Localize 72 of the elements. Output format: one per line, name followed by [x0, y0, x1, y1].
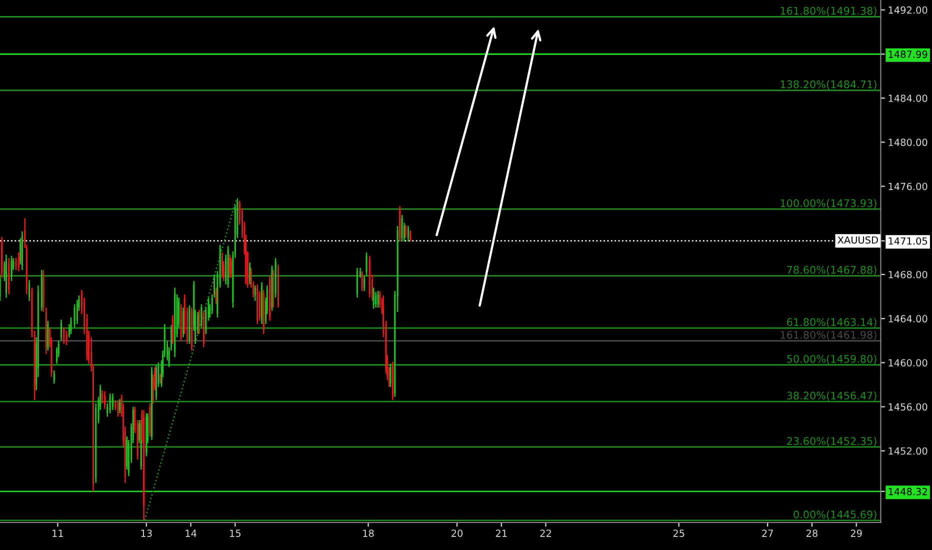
ref-line-label: 23.60%(1452.35)	[787, 436, 876, 446]
candlestick	[258, 290, 260, 322]
y-tick-label: 1492.00	[888, 6, 928, 14]
candlestick	[364, 274, 366, 292]
candlestick	[377, 290, 379, 308]
x-tick-label: 13	[141, 530, 152, 537]
y-tick-label: 1484.00	[888, 94, 928, 102]
y-tick-label: 1471.05	[888, 237, 928, 245]
x-tick-label: 15	[230, 530, 240, 537]
y-tick-label: 1448.32	[888, 488, 927, 496]
candlestick	[368, 255, 370, 298]
candlestick	[104, 390, 106, 410]
ref-line-label: 138.20%(1484.71)	[780, 80, 876, 90]
candlestick	[10, 255, 12, 282]
candlestick	[109, 392, 111, 414]
x-tick-label: 22	[540, 530, 551, 537]
candlestick	[70, 316, 72, 335]
candlestick	[47, 320, 49, 352]
candlestick	[119, 398, 121, 414]
x-tick-label: 20	[452, 530, 463, 537]
candlestick	[262, 289, 264, 335]
candlestick	[401, 214, 403, 242]
y-tick-label: 1464.00	[888, 315, 928, 322]
candlestick	[63, 326, 65, 345]
ref-line-label: 50.00%(1459.80)	[787, 354, 876, 364]
candlestick	[180, 304, 182, 342]
ref-line-label: 78.60%(1467.88)	[787, 266, 876, 276]
candlestick	[200, 304, 202, 328]
x-tick-label: 29	[850, 530, 862, 537]
y-tick-label: 1456.00	[888, 403, 928, 411]
candlestick	[66, 330, 68, 346]
candlestick	[112, 392, 114, 411]
candlestick	[117, 400, 119, 418]
ref-line-label: 38.20%(1456.47)	[787, 392, 876, 401]
candlestick	[74, 304, 76, 328]
ref-line-label: 61.80%(1463.14)	[787, 318, 876, 328]
candlestick	[159, 373, 161, 384]
x-tick-label: 18	[363, 530, 374, 537]
candlestick	[18, 252, 20, 272]
ref-line-label: 161.80%(1491.38)	[780, 6, 876, 16]
candlestick	[254, 284, 256, 302]
x-tick-label: 28	[806, 530, 818, 537]
annotation: XAUUSD	[838, 236, 878, 244]
y-tick-label: 1480.00	[888, 138, 928, 146]
y-tick-label: 1476.00	[888, 182, 928, 190]
candlestick	[53, 370, 55, 384]
y-tick-label: 1452.00	[888, 447, 928, 455]
x-tick-label: 25	[673, 530, 684, 537]
x-tick-label: 11	[52, 530, 63, 537]
candlestick	[356, 267, 358, 298]
candlestick	[274, 257, 276, 298]
x-tick-label: 27	[762, 530, 773, 537]
candlestick	[60, 319, 62, 342]
ref-line-label: 161.80%(1461.98)	[780, 330, 876, 340]
x-tick-label: 14	[186, 530, 196, 537]
y-tick-label: 1460.00	[888, 359, 928, 366]
x-tick-label: 21	[496, 530, 507, 537]
candlestick	[20, 237, 22, 266]
y-tick-label: 1487.99	[888, 50, 928, 58]
ref-line-label: 0.00%(1445.69)	[794, 510, 876, 520]
candlestick	[375, 291, 377, 308]
candlestick	[407, 225, 409, 242]
candlestick	[410, 230, 412, 242]
ref-line-label: 100.00%(1473.93)	[780, 199, 876, 208]
candlestick	[188, 304, 190, 345]
candlestick	[361, 270, 363, 292]
candlestick	[149, 402, 151, 438]
y-tick-label: 1468.00	[888, 270, 928, 278]
candlestick	[76, 299, 78, 325]
candlestick	[227, 245, 229, 288]
candlestick	[366, 252, 368, 276]
candlestick	[28, 279, 30, 302]
